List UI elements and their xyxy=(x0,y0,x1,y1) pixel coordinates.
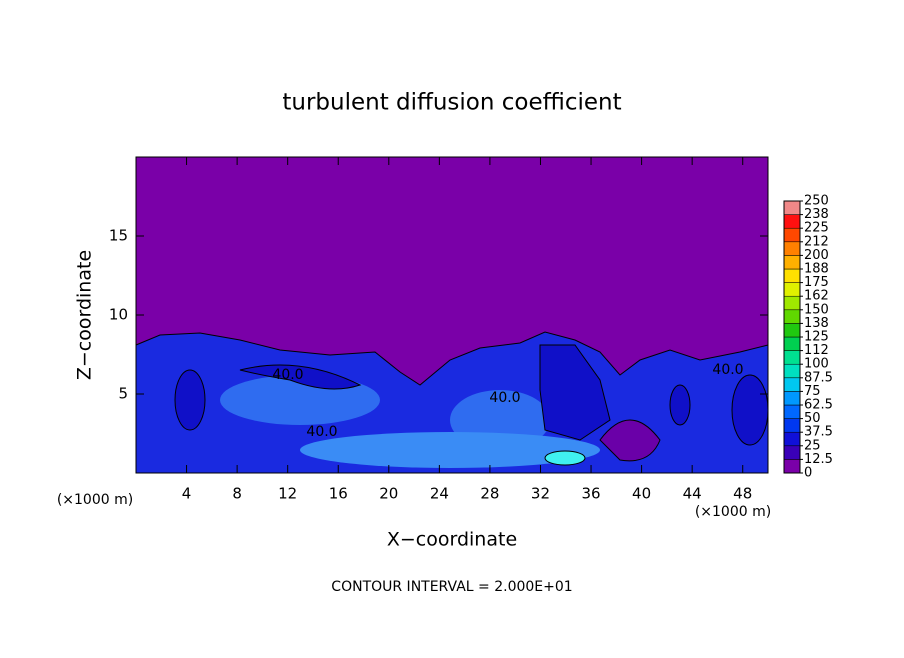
colorbar-segment xyxy=(783,282,801,297)
x-tick-label: 8 xyxy=(232,485,242,503)
x-tick-label: 28 xyxy=(480,485,499,503)
colorbar-tick-label: 200 xyxy=(804,248,829,263)
colorbar-tick-label: 37.5 xyxy=(804,425,833,440)
x-tick-label: 36 xyxy=(581,485,600,503)
x-tick-label: 40 xyxy=(632,485,651,503)
colorbar-tick-label: 175 xyxy=(804,275,829,290)
colorbar-segment xyxy=(783,214,801,229)
colorbar-tick-label: 138 xyxy=(804,316,829,331)
colorbar-tick-label: 212 xyxy=(804,234,829,249)
x-tick-label: 32 xyxy=(531,485,550,503)
colorbar-tick-label: 12.5 xyxy=(804,452,833,467)
contour-label: 40.0 xyxy=(712,362,743,378)
contour-label: 40.0 xyxy=(272,367,303,383)
colorbar-segment xyxy=(783,404,801,419)
region-blob xyxy=(669,384,691,426)
colorbar-segment xyxy=(783,309,801,324)
y-axis-title: Z−coordinate xyxy=(74,250,96,380)
colorbar-tick-label: 150 xyxy=(804,302,829,317)
region-blob xyxy=(539,344,611,441)
colorbar-segment xyxy=(783,363,801,379)
colorbar-tick-label: 0 xyxy=(804,466,812,481)
region-blob xyxy=(174,369,206,431)
colorbar-segment xyxy=(783,295,801,311)
colorbar-segment xyxy=(783,418,801,433)
colorbar-segment xyxy=(783,336,801,351)
colorbar-segment xyxy=(783,445,801,460)
colorbar-tick-label: 87.5 xyxy=(804,370,833,385)
colorbar-segment xyxy=(783,377,801,392)
footer-note: CONTOUR INTERVAL = 2.000E+01 xyxy=(331,579,572,595)
x-tick-label: 4 xyxy=(182,485,192,503)
region-blob xyxy=(544,450,586,466)
colorbar-tick-label: 25 xyxy=(804,438,821,453)
colorbar-segment xyxy=(783,431,801,447)
x-tick-label: 12 xyxy=(278,485,297,503)
y-tick-label: 15 xyxy=(109,227,128,245)
x-tick-label: 24 xyxy=(430,485,449,503)
colorbar-segment xyxy=(783,268,801,283)
colorbar-tick-label: 125 xyxy=(804,330,829,345)
x-tick-label: 44 xyxy=(683,485,702,503)
colorbar-segment xyxy=(783,241,801,256)
colorbar-tick-label: 250 xyxy=(804,194,829,209)
colorbar-tick-label: 162 xyxy=(804,289,829,304)
y-tick-label: 10 xyxy=(109,306,128,324)
colorbar-segment xyxy=(783,255,801,270)
x-tick-label: 16 xyxy=(329,485,348,503)
colorbar-tick-label: 62.5 xyxy=(804,398,833,413)
x-unit-label: (×1000 m) xyxy=(695,504,771,520)
region-blob xyxy=(599,419,661,462)
colorbar-tick-label: 238 xyxy=(804,207,829,222)
colorbar-tick-label: 225 xyxy=(804,221,829,236)
region-blob xyxy=(239,364,362,390)
colorbar-segment xyxy=(783,200,801,215)
colorbar-segment xyxy=(783,459,801,474)
contour-label: 40.0 xyxy=(489,390,520,406)
colorbar-tick-label: 100 xyxy=(804,357,829,372)
colorbar-segment xyxy=(783,323,801,338)
colorbar-segment xyxy=(783,391,801,406)
colorbar-tick-label: 112 xyxy=(804,343,829,358)
contour-label: 40.0 xyxy=(306,424,337,440)
colorbar-tick-label: 75 xyxy=(804,384,821,399)
x-tick-label: 20 xyxy=(379,485,398,503)
y-tick-label: 5 xyxy=(118,385,128,403)
colorbar-segment xyxy=(783,350,801,365)
region-blob xyxy=(300,432,600,468)
x-tick-label: 48 xyxy=(733,485,752,503)
x-unit-label: (×1000 m) xyxy=(57,492,133,508)
field xyxy=(135,156,769,474)
chart-title: turbulent diffusion coefficient xyxy=(282,90,621,116)
colorbar-tick-label: 50 xyxy=(804,411,821,426)
colorbar-tick-label: 188 xyxy=(804,262,829,277)
region-blob xyxy=(731,374,769,446)
x-axis-title: X−coordinate xyxy=(387,529,517,551)
colorbar-segment xyxy=(783,227,801,243)
